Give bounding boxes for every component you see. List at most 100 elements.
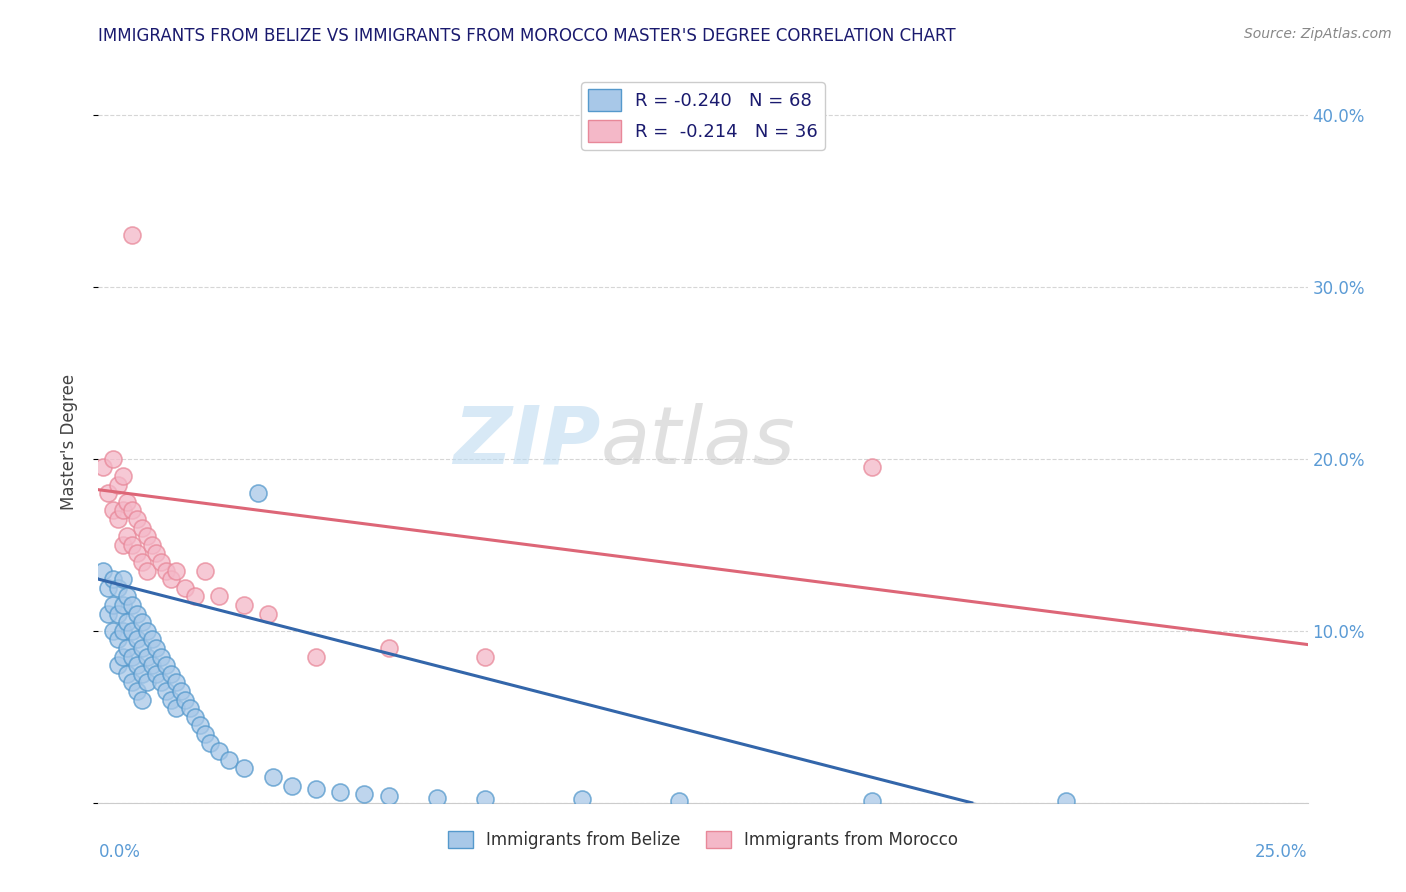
Point bbox=[179, 701, 201, 715]
Point bbox=[107, 658, 129, 673]
Point bbox=[145, 666, 167, 681]
Point bbox=[141, 538, 163, 552]
Point bbox=[117, 494, 139, 508]
Point bbox=[111, 469, 134, 483]
Point bbox=[208, 744, 231, 758]
Point bbox=[111, 624, 134, 638]
Point bbox=[474, 792, 496, 806]
Text: atlas: atlas bbox=[600, 402, 794, 481]
Point bbox=[160, 666, 183, 681]
Point bbox=[668, 794, 690, 808]
Point bbox=[121, 598, 143, 612]
Legend: Immigrants from Belize, Immigrants from Morocco: Immigrants from Belize, Immigrants from … bbox=[441, 824, 965, 856]
Point bbox=[247, 486, 270, 500]
Point bbox=[329, 785, 352, 799]
Point bbox=[377, 789, 399, 803]
Point bbox=[127, 546, 149, 560]
Point bbox=[117, 640, 139, 655]
Point bbox=[165, 564, 187, 578]
Point bbox=[184, 710, 207, 724]
Point bbox=[174, 692, 197, 706]
Point bbox=[131, 555, 153, 569]
Point bbox=[107, 512, 129, 526]
Point bbox=[97, 486, 120, 500]
Point bbox=[305, 649, 328, 664]
Point bbox=[198, 735, 221, 749]
Point bbox=[150, 675, 173, 690]
Point bbox=[131, 615, 153, 630]
Point bbox=[121, 503, 143, 517]
Point bbox=[305, 782, 328, 797]
Point bbox=[160, 572, 183, 586]
Point bbox=[353, 787, 375, 801]
Point bbox=[111, 503, 134, 517]
Point bbox=[111, 598, 134, 612]
Point bbox=[141, 658, 163, 673]
Point bbox=[281, 779, 304, 793]
Point bbox=[121, 538, 143, 552]
Point bbox=[127, 684, 149, 698]
Point bbox=[169, 684, 191, 698]
Point bbox=[101, 598, 124, 612]
Point bbox=[131, 692, 153, 706]
Point bbox=[155, 564, 177, 578]
Point bbox=[101, 503, 124, 517]
Point bbox=[160, 692, 183, 706]
Point bbox=[150, 649, 173, 664]
Text: IMMIGRANTS FROM BELIZE VS IMMIGRANTS FROM MOROCCO MASTER'S DEGREE CORRELATION CH: IMMIGRANTS FROM BELIZE VS IMMIGRANTS FRO… bbox=[98, 27, 956, 45]
Point bbox=[145, 546, 167, 560]
Point bbox=[127, 607, 149, 621]
Point bbox=[127, 632, 149, 647]
Point bbox=[150, 555, 173, 569]
Point bbox=[111, 538, 134, 552]
Point bbox=[135, 624, 157, 638]
Point bbox=[91, 564, 114, 578]
Point bbox=[121, 624, 143, 638]
Point bbox=[860, 794, 883, 808]
Point bbox=[571, 792, 593, 806]
Point bbox=[860, 460, 883, 475]
Point bbox=[97, 607, 120, 621]
Point bbox=[97, 581, 120, 595]
Point bbox=[208, 590, 231, 604]
Point bbox=[426, 790, 449, 805]
Point bbox=[474, 649, 496, 664]
Point bbox=[117, 666, 139, 681]
Text: 25.0%: 25.0% bbox=[1256, 843, 1308, 861]
Point bbox=[377, 640, 399, 655]
Point bbox=[131, 520, 153, 534]
Text: Source: ZipAtlas.com: Source: ZipAtlas.com bbox=[1244, 27, 1392, 41]
Point bbox=[127, 512, 149, 526]
Point bbox=[155, 684, 177, 698]
Point bbox=[107, 581, 129, 595]
Point bbox=[135, 529, 157, 543]
Point bbox=[262, 770, 284, 784]
Point bbox=[1054, 794, 1077, 808]
Point bbox=[131, 640, 153, 655]
Point bbox=[121, 228, 143, 243]
Point bbox=[165, 675, 187, 690]
Point bbox=[121, 649, 143, 664]
Point bbox=[117, 529, 139, 543]
Y-axis label: Master's Degree: Master's Degree bbox=[59, 374, 77, 509]
Point bbox=[145, 640, 167, 655]
Point bbox=[107, 632, 129, 647]
Point bbox=[165, 701, 187, 715]
Point bbox=[174, 581, 197, 595]
Text: ZIP: ZIP bbox=[453, 402, 600, 481]
Point bbox=[107, 477, 129, 491]
Point bbox=[135, 564, 157, 578]
Point bbox=[117, 590, 139, 604]
Point bbox=[184, 590, 207, 604]
Point bbox=[232, 598, 254, 612]
Point bbox=[117, 615, 139, 630]
Point bbox=[188, 718, 211, 732]
Point bbox=[101, 451, 124, 466]
Point bbox=[111, 572, 134, 586]
Point bbox=[91, 460, 114, 475]
Point bbox=[127, 658, 149, 673]
Text: 0.0%: 0.0% bbox=[98, 843, 141, 861]
Point bbox=[101, 624, 124, 638]
Point bbox=[107, 607, 129, 621]
Point bbox=[155, 658, 177, 673]
